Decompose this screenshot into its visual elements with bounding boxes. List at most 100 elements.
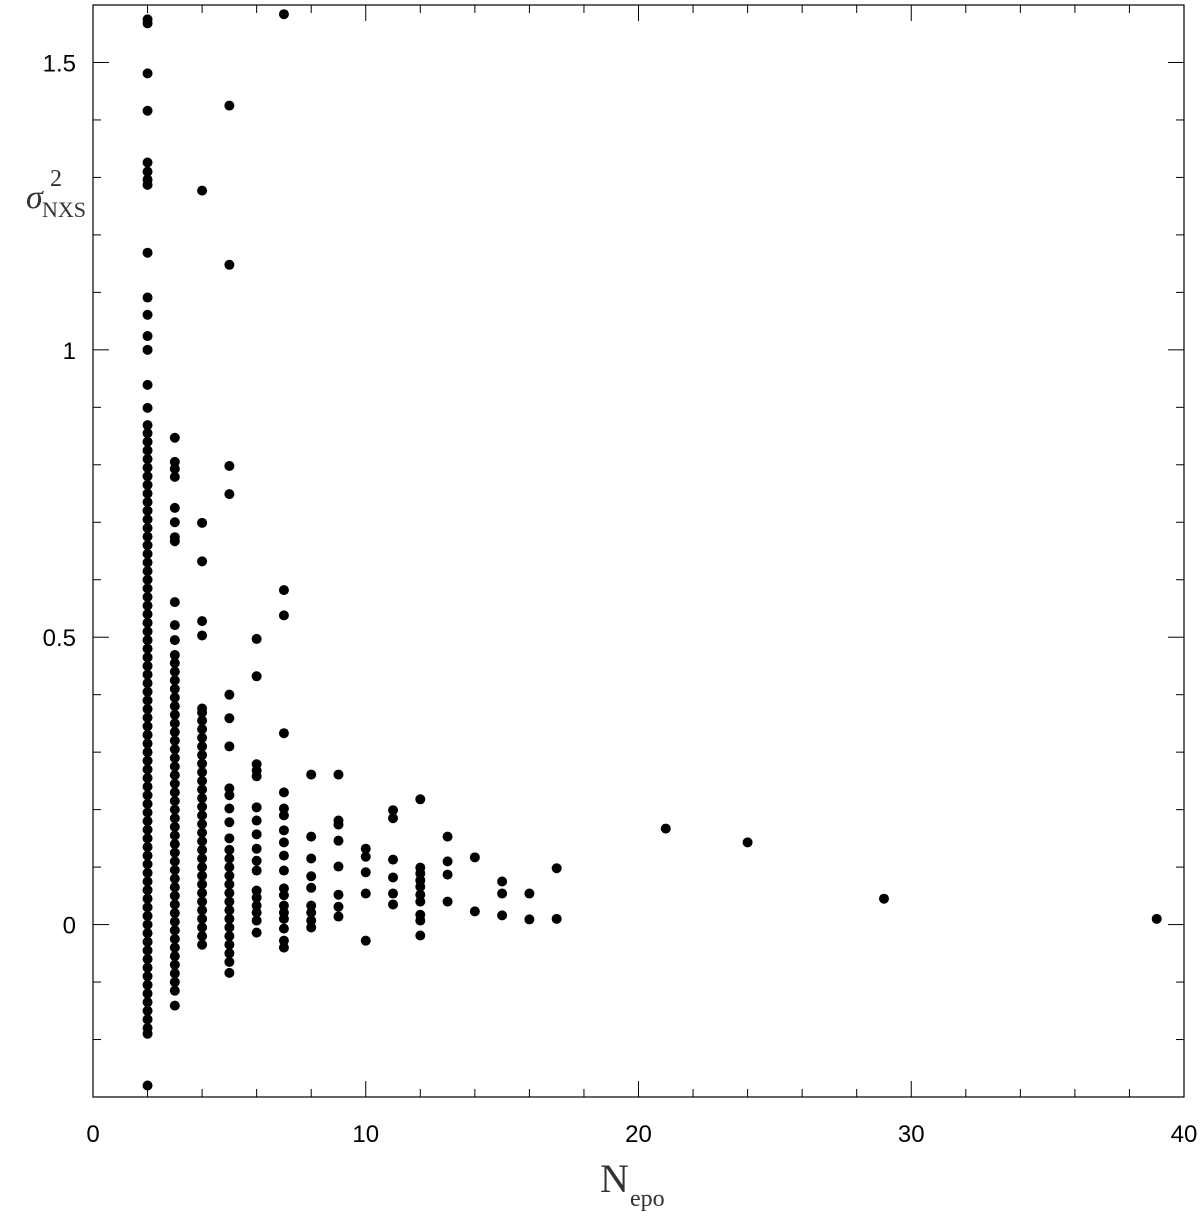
- point: [497, 888, 508, 899]
- point: [142, 583, 153, 594]
- point: [142, 566, 153, 577]
- point: [169, 620, 180, 631]
- point: [169, 787, 180, 798]
- point: [169, 727, 180, 738]
- point: [197, 819, 208, 829]
- point: [197, 750, 208, 761]
- point: [197, 853, 208, 864]
- point: [142, 764, 153, 775]
- point: [142, 609, 153, 620]
- point: [169, 933, 180, 944]
- point: [224, 887, 235, 898]
- point: [169, 709, 180, 720]
- point: [169, 985, 180, 996]
- point: [169, 864, 180, 875]
- point: [169, 471, 180, 482]
- point: [251, 855, 262, 866]
- point: [197, 767, 208, 778]
- point: [224, 460, 235, 471]
- point: [251, 907, 262, 918]
- x-tick-label: 30: [898, 1121, 925, 1148]
- point: [142, 600, 153, 611]
- point: [142, 790, 153, 801]
- point: [169, 959, 180, 970]
- point: [197, 931, 208, 942]
- point: [278, 900, 289, 911]
- point: [306, 853, 317, 864]
- point: [142, 988, 153, 999]
- point: [333, 889, 344, 900]
- point: [169, 683, 180, 694]
- point: [224, 803, 235, 814]
- point: [278, 787, 289, 798]
- point: [169, 701, 180, 712]
- point: [333, 901, 344, 912]
- point: [169, 778, 180, 789]
- point: [251, 927, 262, 938]
- point: [142, 514, 153, 525]
- point: [251, 671, 262, 682]
- y-tick-label: 1.5: [43, 50, 76, 77]
- point: [142, 471, 153, 482]
- point: [142, 531, 153, 542]
- point: [142, 876, 153, 887]
- point: [415, 915, 426, 926]
- x-tick-label: 20: [625, 1121, 652, 1148]
- y-tick-label: 0.5: [43, 625, 76, 652]
- point: [142, 971, 153, 982]
- point: [251, 865, 262, 876]
- point: [142, 859, 153, 870]
- point: [142, 523, 153, 534]
- point: [197, 939, 208, 950]
- point: [142, 798, 153, 809]
- point: [169, 761, 180, 772]
- point: [442, 856, 453, 867]
- point: [333, 819, 344, 830]
- point: [169, 744, 180, 755]
- point: [169, 752, 180, 763]
- point: [169, 821, 180, 832]
- point: [878, 893, 889, 904]
- y-axis-label-sup: 2: [50, 166, 62, 192]
- point: [197, 732, 208, 743]
- point: [388, 805, 399, 816]
- point: [142, 635, 153, 646]
- point: [278, 923, 289, 934]
- point: [1151, 913, 1162, 924]
- point: [224, 259, 235, 270]
- point: [388, 899, 399, 910]
- point: [142, 928, 153, 939]
- point: [197, 715, 208, 726]
- point: [306, 915, 317, 926]
- point: [142, 309, 153, 320]
- y-tick-label: 1: [63, 338, 76, 365]
- x-tick-label: 0: [86, 1121, 99, 1148]
- point: [142, 379, 153, 390]
- point: [415, 896, 426, 907]
- point: [142, 824, 153, 835]
- point: [169, 658, 180, 669]
- point: [142, 686, 153, 697]
- point: [278, 913, 289, 924]
- point: [142, 557, 153, 568]
- point: [224, 948, 235, 959]
- point: [224, 833, 235, 844]
- point: [251, 771, 262, 782]
- point: [278, 585, 289, 596]
- point: [197, 887, 208, 898]
- point: [224, 790, 235, 801]
- point: [442, 869, 453, 880]
- point: [142, 712, 153, 723]
- point: [142, 841, 153, 852]
- point: [142, 755, 153, 766]
- point: [306, 907, 317, 918]
- point: [469, 906, 480, 917]
- point: [197, 793, 208, 804]
- point: [388, 854, 399, 865]
- point: [142, 497, 153, 508]
- y-tick-label: 0: [63, 913, 76, 940]
- point: [251, 802, 262, 813]
- point: [224, 853, 235, 864]
- point: [142, 402, 153, 413]
- point: [224, 905, 235, 916]
